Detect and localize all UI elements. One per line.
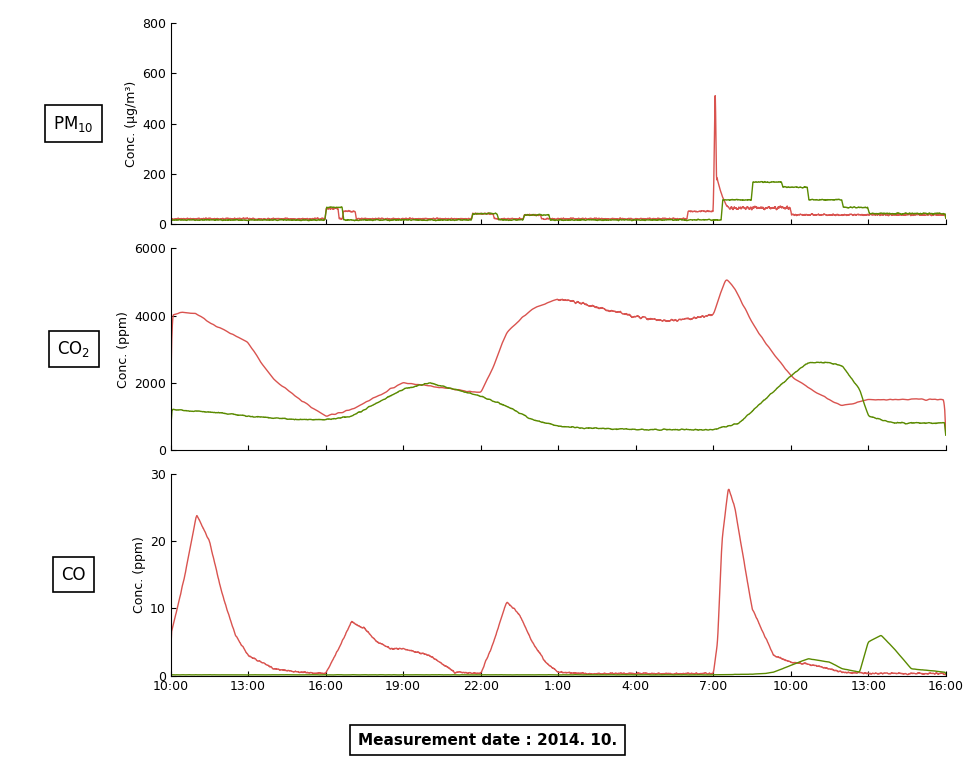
- Text: CO: CO: [61, 565, 86, 584]
- Text: PM$_{10}$: PM$_{10}$: [54, 114, 94, 134]
- Text: Measurement date : 2014. 10.: Measurement date : 2014. 10.: [358, 732, 617, 748]
- Text: CO$_{2}$: CO$_{2}$: [58, 339, 91, 359]
- Y-axis label: Conc. (ppm): Conc. (ppm): [117, 310, 130, 388]
- Y-axis label: Conc. (μg/m³): Conc. (μg/m³): [125, 80, 137, 167]
- Y-axis label: Conc. (ppm): Conc. (ppm): [133, 537, 145, 613]
